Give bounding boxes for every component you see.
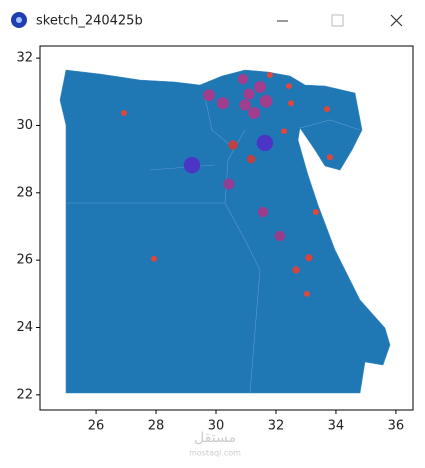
point [257, 206, 269, 218]
point [228, 140, 238, 150]
point [312, 209, 319, 215]
y-tick-label: 32 [16, 51, 33, 66]
point [274, 230, 286, 242]
watermark-latin: mostaql.com [189, 449, 241, 458]
y-tick-label: 22 [16, 387, 33, 402]
x-tick-label: 34 [328, 419, 345, 434]
point [305, 254, 313, 262]
x-tick-label: 32 [268, 419, 285, 434]
point [326, 154, 333, 161]
point [239, 99, 251, 111]
y-tick-label: 26 [16, 253, 33, 268]
point [150, 255, 157, 262]
point [303, 290, 310, 297]
point [246, 154, 256, 164]
x-tick-label: 30 [208, 419, 225, 434]
point [281, 128, 288, 135]
point [248, 107, 261, 119]
y-tick-label: 28 [16, 185, 33, 200]
app-icon-dot [16, 17, 22, 23]
x-tick-label: 26 [88, 419, 105, 434]
point [259, 94, 273, 108]
x-tick-label: 28 [148, 419, 165, 434]
close-button[interactable] [390, 14, 403, 27]
point [287, 100, 294, 107]
egypt-map [59, 69, 391, 394]
maximize-button[interactable] [331, 14, 344, 27]
point [323, 105, 330, 112]
point [254, 81, 267, 94]
point [203, 89, 216, 102]
point [183, 157, 201, 174]
point [256, 134, 274, 152]
x-tick-label: 36 [388, 419, 405, 434]
point [292, 266, 300, 274]
y-tick-label: 30 [16, 118, 33, 133]
point [285, 83, 292, 90]
point [216, 97, 229, 110]
window-title: sketch_240425b [36, 14, 143, 29]
point [223, 178, 235, 190]
point [237, 73, 249, 85]
governorate-borders [66, 96, 361, 394]
point [243, 88, 255, 100]
watermark-arabic: مستقل [194, 430, 236, 446]
y-tick-label: 24 [16, 320, 33, 335]
point [266, 71, 273, 78]
point [120, 110, 127, 116]
